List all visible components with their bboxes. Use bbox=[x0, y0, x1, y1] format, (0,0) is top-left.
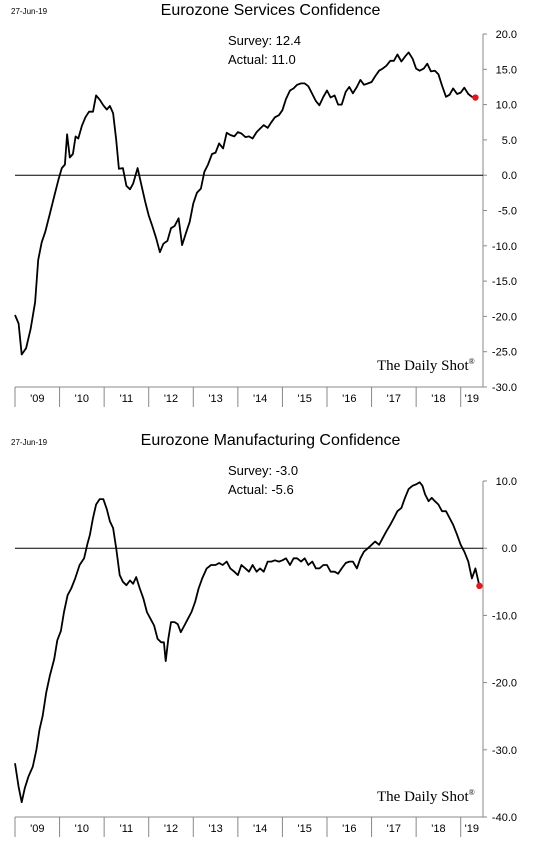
x-tick-label: '14 bbox=[253, 393, 267, 405]
y-tick-label: 20.0 bbox=[496, 29, 517, 41]
date-stamp: 27-Jun-19 bbox=[11, 438, 48, 447]
x-tick-label: '19 bbox=[465, 823, 479, 835]
chart-title: Eurozone Manufacturing Confidence bbox=[140, 432, 401, 449]
y-tick-label: 15.0 bbox=[496, 64, 517, 76]
last-point-marker bbox=[472, 94, 479, 101]
x-tick-label: '13 bbox=[208, 393, 222, 405]
actual-label: Actual: 11.0 bbox=[228, 52, 296, 67]
y-tick-label: -15.0 bbox=[492, 276, 517, 288]
y-tick-label: -30.0 bbox=[492, 745, 517, 757]
services-chart-panel: 27-Jun-19 Eurozone Services Confidence S… bbox=[11, 2, 517, 407]
last-point-marker bbox=[476, 582, 483, 590]
y-tick-label: -25.0 bbox=[492, 347, 517, 359]
y-tick-label: -10.0 bbox=[492, 241, 517, 253]
y-tick-label: -10.0 bbox=[492, 610, 517, 622]
x-tick-label: '09 bbox=[30, 823, 44, 835]
manufacturing-chart-panel: 27-Jun-19 Eurozone Manufacturing Confide… bbox=[0, 432, 541, 864]
brand-mark: ® bbox=[468, 788, 475, 797]
x-tick-label: '18 bbox=[431, 823, 445, 835]
y-tick-label: -20.0 bbox=[492, 678, 517, 690]
brand-text: The Daily Shot bbox=[377, 358, 469, 374]
survey-label: Survey: 12.4 bbox=[228, 33, 301, 48]
brand-text: The Daily Shot bbox=[377, 789, 469, 805]
y-tick-label: 10.0 bbox=[496, 476, 517, 488]
y-tick-label: -20.0 bbox=[492, 311, 517, 323]
x-tick-label: '11 bbox=[120, 393, 134, 405]
services-chart-plot: 20.0 15.0 10.0 5.0 0.0 -5.0 -10.0 -15.0 -20.0 -25… bbox=[14, 29, 517, 407]
x-tick-label: '13 bbox=[208, 823, 222, 835]
manufacturing-chart-plot: 10.0 0.0 -10.0 -20.0 -30.0 -40.0 '09 '10 '11 '12 '… bbox=[14, 476, 517, 837]
x-tick-label: '18 bbox=[431, 393, 445, 405]
y-tick-label: 0.0 bbox=[502, 543, 517, 555]
y-tick-label: 5.0 bbox=[502, 135, 517, 147]
x-tick-label: '19 bbox=[465, 393, 479, 405]
brand-watermark: The Daily Shot® bbox=[377, 357, 475, 375]
y-tick-label: 10.0 bbox=[496, 100, 517, 112]
x-tick-label: '12 bbox=[164, 823, 178, 835]
series-line bbox=[14, 51, 476, 356]
x-tick-label: '17 bbox=[387, 823, 401, 835]
x-tick-label: '17 bbox=[387, 393, 401, 405]
brand-mark: ® bbox=[468, 357, 475, 366]
date-stamp: 27-Jun-19 bbox=[11, 7, 48, 16]
actual-label: Actual: -5.6 bbox=[228, 482, 294, 497]
x-tick-label: '10 bbox=[75, 823, 89, 835]
x-tick-label: '15 bbox=[298, 823, 312, 835]
x-tick-label: '15 bbox=[298, 393, 312, 405]
y-tick-label: 0.0 bbox=[502, 170, 517, 182]
x-tick-label: '14 bbox=[253, 823, 267, 835]
x-tick-label: '09 bbox=[30, 393, 44, 405]
y-tick-label: -40.0 bbox=[492, 812, 517, 824]
x-tick-label: '16 bbox=[342, 393, 356, 405]
brand-watermark: The Daily Shot® bbox=[377, 788, 475, 806]
x-tick-label: '11 bbox=[120, 823, 134, 835]
x-tick-label: '12 bbox=[164, 393, 178, 405]
y-tick-label: -30.0 bbox=[492, 382, 517, 394]
series-line bbox=[14, 481, 481, 804]
x-tick-label: '16 bbox=[342, 823, 356, 835]
y-tick-label: -5.0 bbox=[498, 206, 517, 218]
survey-label: Survey: -3.0 bbox=[228, 463, 299, 478]
x-tick-label: '10 bbox=[75, 393, 89, 405]
chart-title: Eurozone Services Confidence bbox=[160, 2, 381, 19]
